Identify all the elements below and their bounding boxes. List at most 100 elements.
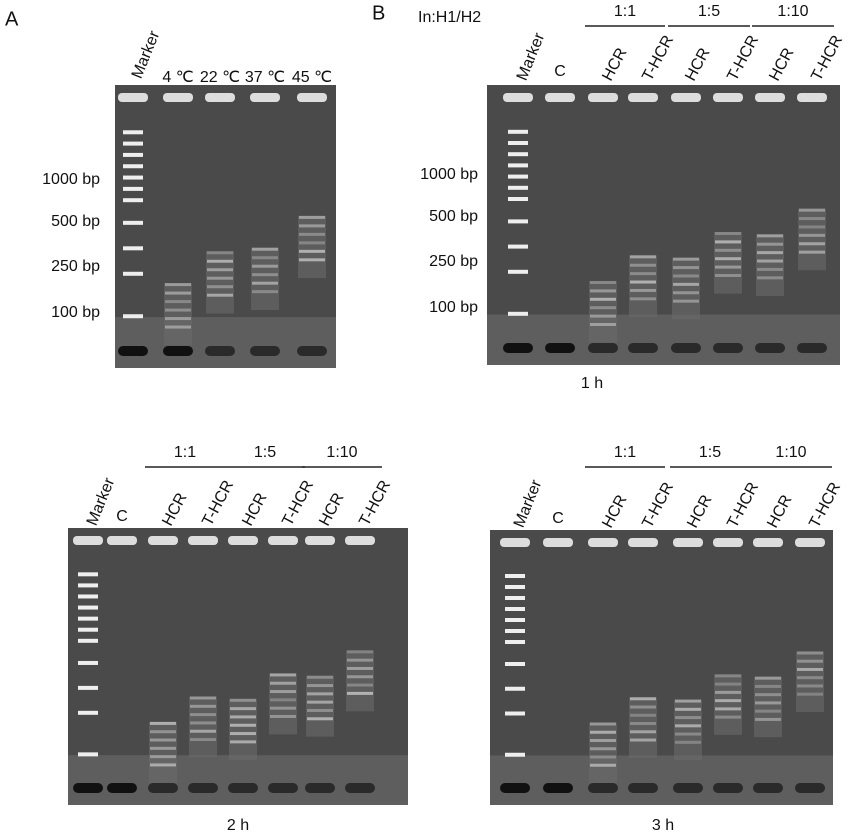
lane-label: HCR <box>599 45 630 84</box>
sample-band <box>799 208 825 212</box>
sample-band <box>252 281 278 285</box>
sample-band <box>590 763 616 767</box>
marker-band <box>505 686 525 691</box>
smear <box>714 674 742 735</box>
well <box>588 538 618 547</box>
well <box>345 536 375 545</box>
lane-label: T-HCR <box>639 480 677 531</box>
sample-band <box>190 696 216 700</box>
primer-band <box>500 783 530 793</box>
marker-band <box>508 269 528 274</box>
sample-band <box>590 755 616 759</box>
sample-band <box>252 247 278 251</box>
marker-band <box>123 152 143 157</box>
lane-label: 45 ℃ <box>292 69 332 86</box>
sample-band <box>270 698 296 702</box>
sample-band <box>252 264 278 268</box>
size-label: 100 bp <box>429 299 478 316</box>
sample-band <box>755 717 781 721</box>
lane-label: T-HCR <box>356 478 394 529</box>
gel-glow <box>487 314 840 365</box>
sample-band <box>307 684 333 688</box>
sample-band <box>675 716 701 720</box>
sample-band <box>715 715 741 719</box>
primer-band <box>795 783 825 793</box>
sample-band <box>673 299 699 303</box>
primer-band <box>250 346 280 356</box>
sample-band <box>299 224 325 228</box>
marker-band <box>508 141 528 145</box>
well <box>297 93 327 102</box>
sample-band <box>757 251 783 255</box>
sample-band <box>675 699 701 703</box>
primer-band <box>503 343 533 353</box>
primer-band <box>713 343 743 353</box>
marker-band <box>123 198 143 203</box>
lane-label: HCR <box>239 490 270 529</box>
sample-band <box>347 658 373 662</box>
smear <box>798 208 826 271</box>
marker-band <box>78 685 98 690</box>
sample-band <box>630 722 656 726</box>
sample-band <box>715 274 741 277</box>
lane-label: T-HCR <box>724 33 762 84</box>
primer-band <box>305 783 335 793</box>
sample-band <box>270 681 296 685</box>
primer-band <box>268 783 298 793</box>
marker-band <box>508 219 528 224</box>
gel <box>68 528 408 805</box>
sample-band <box>715 257 741 261</box>
sample-band <box>675 732 701 736</box>
lane-label: HCR <box>682 45 713 84</box>
sample-band <box>230 732 256 736</box>
sample-band <box>307 717 333 721</box>
sample-band <box>590 314 616 318</box>
sample-band <box>230 740 256 744</box>
sample-band <box>675 740 701 744</box>
size-label: 1000 bp <box>420 166 478 183</box>
lane-label: 4 ℃ <box>162 69 193 86</box>
sample-band <box>715 265 741 269</box>
well <box>205 93 235 102</box>
marker-band <box>123 246 143 251</box>
sample-band <box>590 730 616 734</box>
well <box>305 536 335 545</box>
sample-band <box>630 263 656 267</box>
sample-band <box>757 267 783 271</box>
sample-band <box>230 698 256 702</box>
lane-label: HCR <box>599 492 630 531</box>
marker-band <box>508 174 528 179</box>
control-label: C <box>554 63 566 80</box>
sample-band <box>797 692 823 696</box>
sample-band <box>590 747 616 751</box>
sample-band <box>630 705 656 709</box>
marker-band <box>78 660 98 665</box>
sample-band <box>630 280 656 284</box>
marker-label: Marker <box>511 477 546 530</box>
marker-band <box>123 141 143 146</box>
well <box>628 93 658 102</box>
primer-band <box>753 783 783 793</box>
well <box>148 536 178 545</box>
sample-band <box>307 700 333 704</box>
sample-band <box>799 233 825 237</box>
sample-band <box>630 738 656 742</box>
sample-band <box>190 721 216 725</box>
sample-band <box>150 746 176 750</box>
marker-band <box>123 220 143 225</box>
primer-band <box>628 343 658 353</box>
sample-band <box>165 308 191 312</box>
lane-label: HCR <box>684 492 715 531</box>
time-caption: 2 h <box>227 817 249 834</box>
marker-band <box>505 607 525 611</box>
sample-band <box>673 257 699 261</box>
well <box>500 538 530 547</box>
marker-band <box>123 175 143 180</box>
marker-band <box>78 605 98 610</box>
sample-band <box>252 256 278 260</box>
sample-band <box>347 691 373 695</box>
marker-band <box>123 271 143 276</box>
sample-band <box>347 683 373 687</box>
marker-band <box>78 616 98 621</box>
primer-band <box>205 346 235 356</box>
